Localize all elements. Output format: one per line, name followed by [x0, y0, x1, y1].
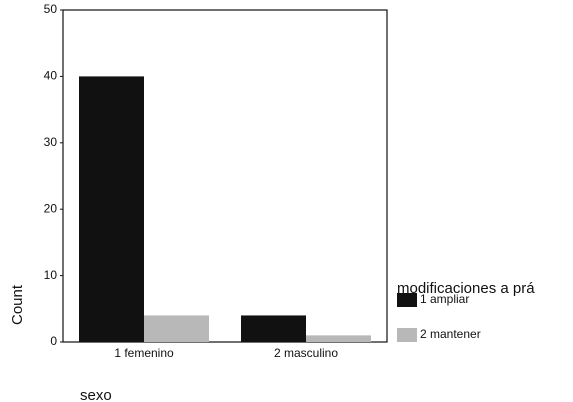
plot-frame [62, 9, 388, 343]
y-tick-label: 30 [44, 135, 58, 149]
y-axis-label: Count [9, 284, 26, 325]
legend-swatch [397, 293, 417, 307]
x-tick-label: 1 femenino [114, 346, 174, 360]
legend-swatch [397, 328, 417, 342]
bar [144, 315, 209, 342]
legend-label: 1 ampliar [420, 292, 469, 306]
y-tick-label: 40 [44, 69, 58, 83]
bar [241, 315, 306, 342]
y-tick-label: 10 [44, 268, 58, 282]
y-tick-label: 50 [44, 2, 58, 16]
y-tick-label: 0 [50, 334, 57, 348]
bar [79, 76, 144, 343]
y-tick-label: 20 [44, 201, 58, 215]
bar [306, 335, 371, 342]
legend-title: modificaciones a prá [397, 280, 535, 297]
x-tick-label: 2 masculino [274, 346, 338, 360]
x-axis-label: sexo [80, 387, 112, 402]
legend-label: 2 mantener [420, 327, 481, 341]
